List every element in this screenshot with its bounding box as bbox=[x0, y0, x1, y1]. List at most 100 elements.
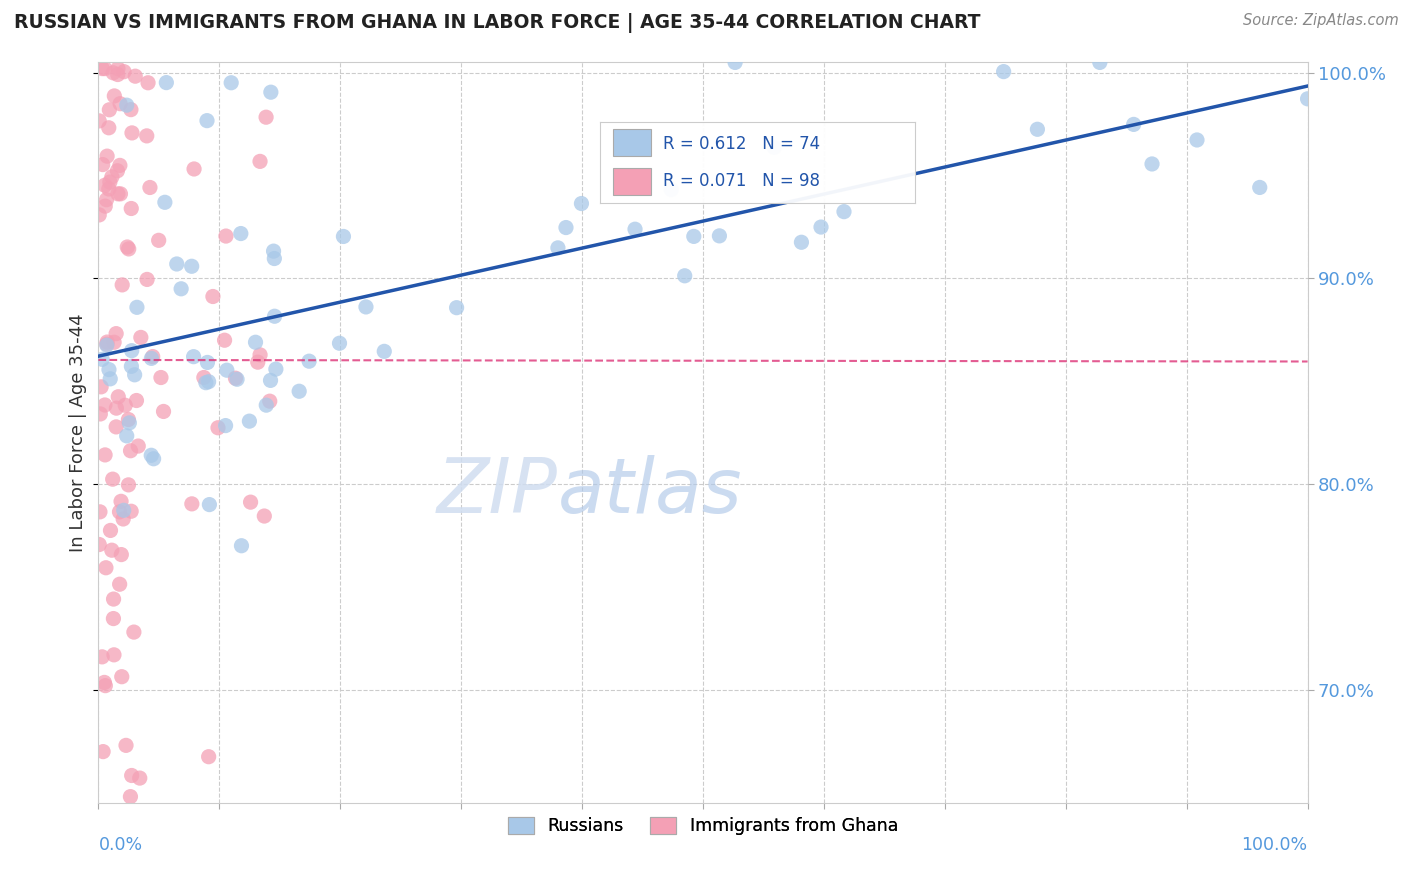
Point bbox=[118, 416, 141, 430]
Point bbox=[1026, 122, 1049, 136]
Point bbox=[120, 789, 142, 804]
Point bbox=[125, 301, 148, 315]
Point bbox=[91, 158, 114, 172]
Point bbox=[810, 220, 832, 235]
Point bbox=[183, 161, 205, 176]
Point bbox=[108, 505, 131, 519]
Point bbox=[214, 418, 236, 433]
Point bbox=[129, 330, 152, 344]
Point bbox=[709, 228, 731, 243]
Point bbox=[201, 289, 224, 303]
Point bbox=[1249, 180, 1271, 194]
Point bbox=[94, 679, 117, 693]
Point bbox=[215, 229, 238, 244]
Point bbox=[89, 114, 111, 128]
Point bbox=[832, 204, 855, 219]
Point bbox=[103, 335, 125, 350]
Point bbox=[1140, 157, 1163, 171]
Text: ZIP: ZIP bbox=[437, 455, 558, 529]
Point bbox=[94, 199, 117, 213]
Point bbox=[264, 362, 287, 376]
Point bbox=[1122, 117, 1144, 131]
Text: 0.0%: 0.0% bbox=[98, 836, 142, 855]
Point bbox=[298, 354, 321, 368]
Point bbox=[263, 252, 285, 266]
Point bbox=[101, 66, 124, 80]
Point bbox=[659, 182, 682, 196]
Point bbox=[136, 76, 159, 90]
Point bbox=[96, 338, 118, 352]
Point bbox=[91, 352, 114, 367]
Point bbox=[97, 362, 120, 376]
Point bbox=[115, 98, 138, 112]
Point bbox=[110, 186, 132, 201]
Point bbox=[108, 96, 131, 111]
Point bbox=[183, 350, 205, 364]
Point bbox=[90, 380, 112, 394]
Point bbox=[98, 103, 121, 117]
Point bbox=[121, 126, 143, 140]
Point bbox=[197, 355, 219, 369]
Point bbox=[1088, 55, 1111, 70]
Point bbox=[100, 524, 122, 538]
Point bbox=[214, 333, 236, 347]
Point bbox=[141, 448, 163, 462]
Point bbox=[93, 675, 115, 690]
Point bbox=[332, 229, 354, 244]
Point bbox=[103, 592, 125, 607]
Point bbox=[328, 336, 350, 351]
Point bbox=[96, 334, 118, 349]
Point bbox=[215, 363, 238, 377]
Point bbox=[141, 351, 163, 366]
Point bbox=[94, 448, 117, 462]
Point bbox=[263, 244, 285, 259]
Point bbox=[127, 439, 149, 453]
Point bbox=[122, 625, 145, 640]
Point bbox=[101, 169, 124, 184]
Point bbox=[166, 257, 188, 271]
Point bbox=[97, 120, 120, 135]
Point bbox=[195, 113, 218, 128]
Point bbox=[91, 745, 114, 759]
Point bbox=[198, 498, 221, 512]
Point bbox=[91, 649, 114, 664]
Point bbox=[246, 355, 269, 369]
Point bbox=[249, 154, 271, 169]
Point bbox=[112, 64, 135, 78]
Point bbox=[219, 76, 242, 90]
Point bbox=[128, 771, 150, 785]
Point bbox=[254, 398, 277, 412]
Point bbox=[114, 398, 136, 412]
Point bbox=[115, 429, 138, 443]
Text: Source: ZipAtlas.com: Source: ZipAtlas.com bbox=[1243, 13, 1399, 29]
Text: atlas: atlas bbox=[558, 455, 742, 529]
Point bbox=[89, 505, 111, 519]
Point bbox=[120, 504, 142, 518]
Point bbox=[207, 421, 229, 435]
Point bbox=[231, 539, 253, 553]
Point bbox=[142, 451, 165, 466]
Point bbox=[105, 326, 128, 341]
Point bbox=[103, 611, 125, 625]
Point bbox=[120, 443, 142, 458]
Point bbox=[229, 227, 252, 241]
Point bbox=[120, 202, 142, 216]
Point bbox=[1185, 133, 1208, 147]
Point bbox=[89, 407, 111, 421]
Point bbox=[148, 233, 170, 247]
Point bbox=[245, 335, 267, 350]
Point bbox=[111, 277, 134, 292]
Point bbox=[96, 149, 118, 163]
Point bbox=[108, 577, 131, 591]
Point bbox=[253, 509, 276, 524]
Point bbox=[571, 196, 593, 211]
Point bbox=[120, 103, 142, 117]
Point bbox=[94, 398, 117, 412]
Point bbox=[136, 272, 159, 286]
Point bbox=[96, 193, 118, 207]
Point bbox=[194, 376, 217, 390]
Text: RUSSIAN VS IMMIGRANTS FROM GHANA IN LABOR FORCE | AGE 35-44 CORRELATION CHART: RUSSIAN VS IMMIGRANTS FROM GHANA IN LABO… bbox=[14, 13, 980, 33]
Point bbox=[94, 62, 117, 76]
Point bbox=[673, 268, 696, 283]
Point bbox=[110, 548, 132, 562]
